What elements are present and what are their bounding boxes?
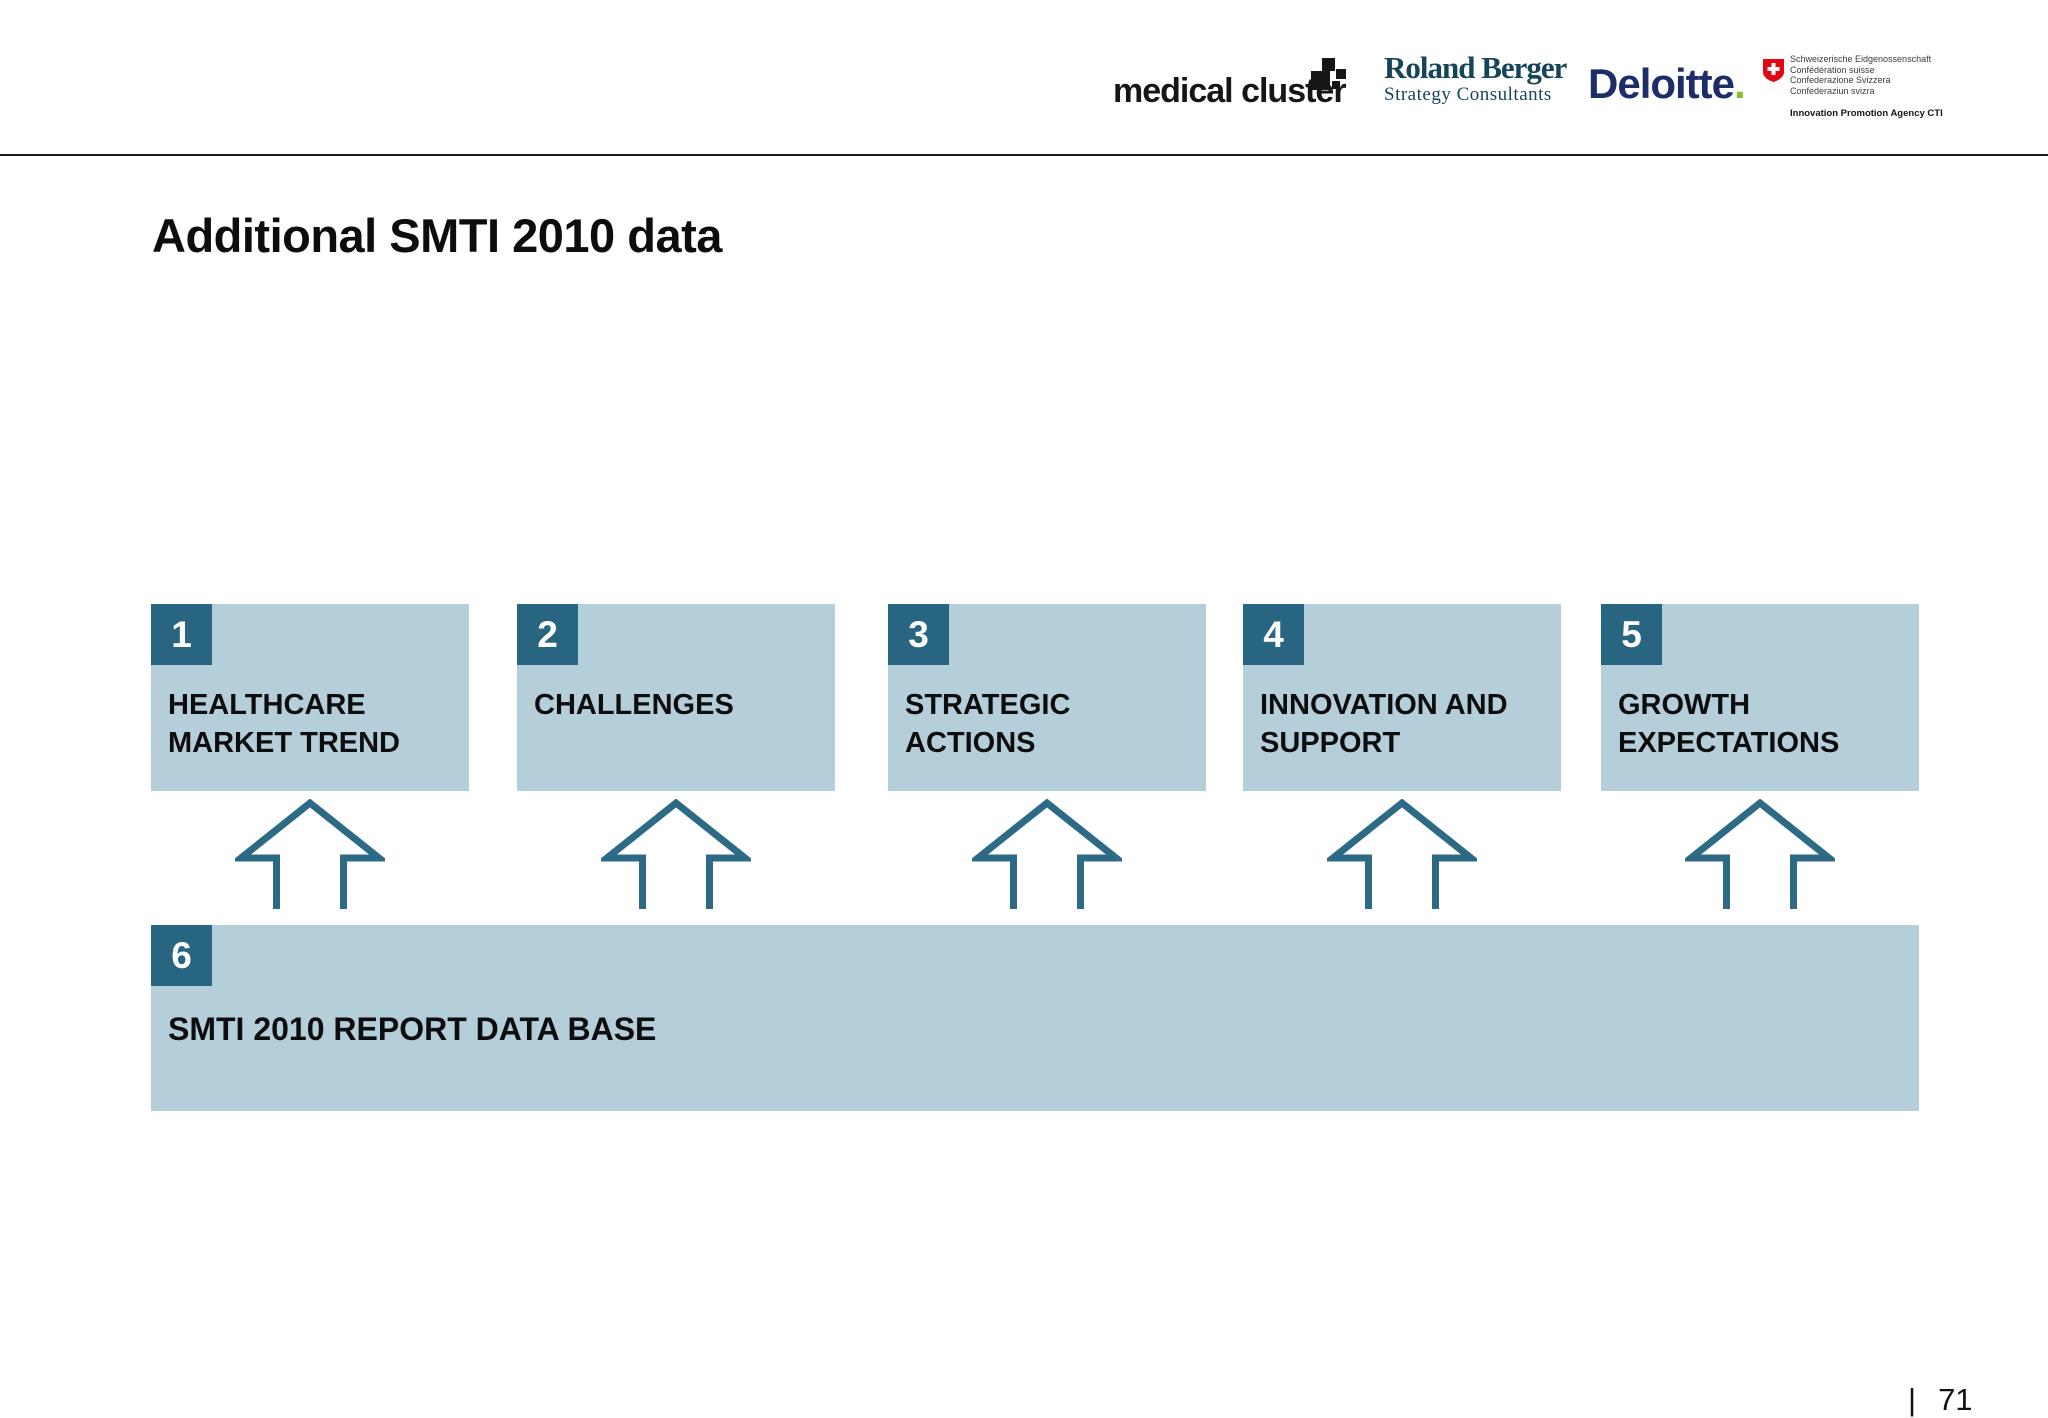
box-label-line: HEALTHCARE — [168, 689, 366, 721]
up-arrow-icon — [1327, 799, 1477, 909]
box-label-line: GROWTH — [1618, 689, 1751, 721]
swiss-agency-label: Innovation Promotion Agency CTI — [1790, 108, 1943, 119]
roland-berger-wordmark: Roland Berger — [1384, 50, 1567, 85]
base-box-label: SMTI 2010 REPORT DATA BASE — [168, 1011, 657, 1047]
deloitte-green-dot-icon: . — [1734, 60, 1746, 107]
roland-berger-subtitle: Strategy Consultants — [1384, 84, 1552, 105]
page-footer: | 71 — [1908, 1382, 1973, 1418]
swiss-name-line: Confederazione Svizzera — [1790, 75, 1891, 85]
diagram-box-growth-expectations: 5 GROWTH EXPECTATIONS — [1601, 604, 1919, 791]
box-label-line: STRATEGIC — [905, 689, 1071, 721]
box-number-badge: 1 — [151, 604, 212, 665]
diagram-box-innovation-and-support: 4 INNOVATION AND SUPPORT — [1243, 604, 1561, 791]
page-title: Additional SMTI 2010 data — [152, 209, 722, 262]
diagram-box-healthcare-market-trend: 1 HEALTHCARE MARKET TREND — [151, 604, 469, 791]
box-label: CHALLENGES — [534, 686, 734, 724]
diagram-box-strategic-actions: 3 STRATEGIC ACTIONS — [888, 604, 1206, 791]
deloitte-logo: Deloitte. — [1588, 60, 1746, 108]
box-number-badge: 6 — [151, 925, 212, 986]
box-label-line: SUPPORT — [1260, 727, 1401, 759]
swiss-shield-icon — [1763, 59, 1784, 82]
box-label-line: INNOVATION AND — [1260, 689, 1508, 721]
header-divider — [0, 154, 2048, 156]
box-label: HEALTHCARE MARKET TREND — [168, 686, 400, 762]
box-number-badge: 5 — [1601, 604, 1662, 665]
swiss-name-line: Confederaziun svizra — [1790, 85, 1875, 96]
box-number-badge: 3 — [888, 604, 949, 665]
box-label: INNOVATION AND SUPPORT — [1260, 686, 1508, 762]
up-arrow-icon — [601, 799, 751, 909]
swiss-confederation-names: Schweizerische Eidgenossenschaft Confédé… — [1790, 54, 1931, 96]
medical-cluster-pixel-cross-icon — [1311, 58, 1351, 92]
deloitte-wordmark: Deloitte — [1588, 60, 1735, 107]
roland-berger-logo: Roland Berger Strategy Consultants — [1384, 50, 1567, 106]
swiss-name-line: Schweizerische Eidgenossenschaft — [1790, 54, 1932, 64]
box-label-line: EXPECTATIONS — [1618, 727, 1840, 759]
diagram-box-report-data-base: 6 SMTI 2010 REPORT DATA BASE — [151, 925, 1919, 1111]
footer-separator: | — [1908, 1382, 1917, 1417]
box-number-badge: 2 — [517, 604, 578, 665]
box-label-line: ACTIONS — [905, 727, 1036, 759]
box-label: STRATEGIC ACTIONS — [905, 686, 1070, 762]
box-label: GROWTH EXPECTATIONS — [1618, 686, 1839, 762]
up-arrow-icon — [972, 799, 1122, 909]
box-label-line: CHALLENGES — [534, 689, 734, 721]
medical-cluster-logo: medical cluster — [1113, 72, 1347, 110]
up-arrow-icon — [235, 799, 385, 909]
box-label-line: MARKET TREND — [168, 727, 400, 759]
up-arrow-icon — [1685, 799, 1835, 909]
diagram-box-challenges: 2 CHALLENGES — [517, 604, 835, 791]
page-number: 71 — [1938, 1382, 1973, 1417]
swiss-name-line: Confédération suisse — [1790, 64, 1875, 75]
box-number-badge: 4 — [1243, 604, 1304, 665]
